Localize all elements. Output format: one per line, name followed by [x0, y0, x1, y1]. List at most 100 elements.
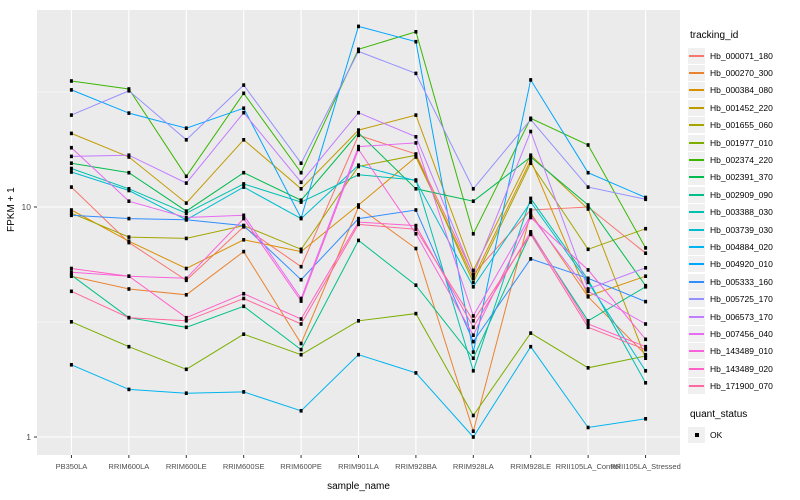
legend-entry-label: Hb_001452_220	[710, 102, 773, 113]
data-point	[69, 170, 73, 174]
data-point	[242, 138, 246, 142]
y-axis-title: FPKM + 1	[6, 187, 17, 232]
legend-entry-label: Hb_002909_090	[710, 189, 773, 200]
legend-entry-label: Hb_001977_010	[710, 137, 773, 148]
legend-entry-label: Hb_003388_030	[710, 207, 773, 218]
legend-entry: Hb_002909_090	[688, 186, 798, 203]
data-point	[299, 249, 303, 254]
data-point	[414, 227, 418, 232]
data-point	[529, 161, 533, 165]
data-point	[644, 354, 648, 358]
data-point	[69, 213, 73, 218]
data-point	[357, 205, 360, 209]
data-point	[644, 274, 648, 278]
data-point	[529, 200, 533, 204]
data-point	[299, 296, 303, 301]
data-point	[69, 273, 73, 277]
data-point	[529, 215, 533, 220]
data-point	[471, 413, 475, 418]
legend-entry: Hb_003739_030	[688, 221, 798, 238]
legend-key-line-icon	[688, 134, 705, 151]
legend-entry-label: Hb_004884_020	[710, 241, 773, 252]
data-point	[184, 391, 188, 395]
data-point	[529, 208, 533, 212]
legend-entry: Hb_143489_010	[688, 343, 798, 360]
data-point	[644, 381, 648, 385]
data-point	[357, 131, 360, 135]
data-point	[242, 296, 246, 301]
data-point	[586, 207, 590, 211]
data-point	[529, 129, 533, 134]
x-tick-label: RRII105LA_Control	[556, 462, 621, 471]
data-point	[357, 216, 360, 221]
data-point	[357, 24, 360, 29]
data-point	[414, 208, 418, 212]
data-point	[69, 79, 73, 83]
data-point	[529, 213, 533, 218]
data-point	[127, 344, 131, 349]
legend-entry-label: Hb_171900_070	[710, 381, 773, 392]
data-point	[471, 319, 475, 323]
data-point	[184, 367, 188, 372]
legend-entry: Hb_004884_020	[688, 238, 798, 255]
data-point	[414, 246, 418, 251]
data-point	[242, 216, 246, 221]
data-point	[299, 299, 303, 303]
data-point	[414, 371, 418, 375]
data-point	[357, 47, 360, 52]
legend-entry: Hb_000270_300	[688, 64, 798, 82]
data-point	[644, 417, 648, 421]
legend-entry-label: Hb_007456_040	[710, 328, 773, 339]
x-tick-label: RRIM928LE	[510, 462, 551, 471]
data-point	[299, 247, 303, 252]
data-point	[242, 238, 246, 242]
data-point	[644, 356, 648, 360]
x-tick-label: RRIM600SE	[223, 462, 265, 471]
data-point	[644, 285, 648, 289]
data-point	[184, 236, 188, 241]
data-point	[529, 344, 533, 349]
legend-key-line-icon	[688, 65, 705, 82]
data-point	[127, 153, 131, 157]
data-point	[529, 331, 533, 335]
legend-entry: Hb_001452_220	[688, 99, 798, 116]
data-point	[586, 325, 590, 330]
legend-title-quant-status: quant_status	[690, 408, 748, 420]
data-point	[299, 341, 303, 346]
data-point	[184, 218, 188, 222]
legend-entry-label: Hb_143489_010	[710, 346, 773, 357]
data-point	[357, 110, 360, 115]
data-point	[127, 188, 131, 193]
data-point	[414, 232, 418, 236]
legend-entry: Hb_005725_170	[688, 290, 798, 308]
data-point	[184, 278, 188, 283]
data-point	[127, 199, 131, 203]
data-point	[644, 246, 648, 250]
data-point	[127, 274, 131, 278]
data-point	[471, 325, 475, 330]
data-point	[529, 257, 533, 261]
data-point	[69, 161, 73, 165]
data-point	[242, 213, 246, 218]
data-point	[127, 170, 131, 175]
data-point	[127, 387, 131, 392]
data-point	[644, 197, 648, 202]
legend-key-line-icon	[688, 378, 705, 395]
data-point	[299, 187, 303, 191]
data-point	[299, 352, 303, 357]
data-point	[299, 317, 303, 321]
data-point	[414, 311, 418, 316]
data-point	[586, 289, 590, 294]
data-point	[357, 49, 360, 54]
data-point	[184, 126, 188, 130]
data-point	[127, 111, 131, 115]
data-point	[184, 209, 188, 213]
legend-entry: Hb_002374_220	[688, 151, 798, 169]
data-point	[184, 174, 188, 179]
data-point	[184, 215, 188, 220]
legend-entry-label: Hb_002391_370	[710, 172, 773, 183]
data-point	[242, 110, 246, 115]
data-point	[184, 138, 188, 142]
legend-key-line-icon	[688, 343, 705, 360]
data-point	[414, 179, 418, 183]
